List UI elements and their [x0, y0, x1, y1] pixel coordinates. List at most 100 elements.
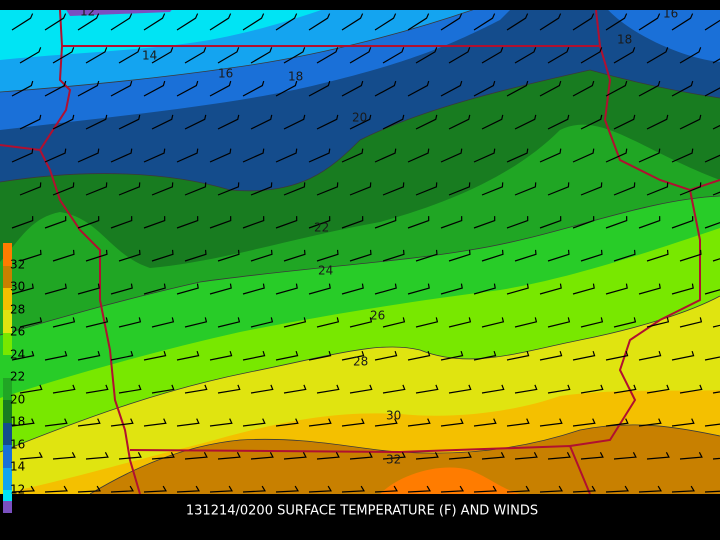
wind-barb	[250, 114, 273, 130]
wind-barb	[275, 485, 299, 493]
wind-barb	[316, 47, 339, 64]
wind-barb	[448, 182, 471, 196]
wind-barb	[308, 283, 331, 295]
wind-barb	[52, 384, 76, 394]
wind-barb	[316, 317, 340, 328]
wind-barb	[613, 452, 637, 460]
wind-barb	[704, 87, 720, 97]
wind-barb	[176, 13, 199, 31]
wind-barb	[308, 418, 332, 427]
wind-barb	[44, 418, 68, 427]
wind-barb	[110, 13, 133, 31]
wind-barb	[143, 418, 167, 427]
legend-swatch	[3, 310, 12, 333]
wind-barb	[118, 249, 141, 262]
wind-barb	[448, 114, 471, 130]
wind-barb	[77, 148, 100, 163]
wind-barb	[514, 114, 537, 130]
wind-barb	[704, 356, 720, 361]
wind-barb	[448, 317, 472, 328]
wind-barb	[118, 317, 142, 328]
wind-barb	[572, 418, 596, 427]
wind-barb	[341, 283, 364, 295]
wind-barb	[539, 80, 562, 97]
wind-barb	[374, 216, 397, 229]
wind-barb	[679, 249, 702, 262]
legend-swatch	[3, 355, 12, 378]
wind-barb	[77, 350, 101, 361]
wind-barb	[671, 148, 694, 163]
wind-barb	[407, 485, 431, 493]
wind-barb	[704, 19, 720, 31]
wind-barb	[506, 283, 529, 295]
wind-barb	[217, 384, 241, 394]
wind-barb	[143, 13, 166, 31]
wind-barb	[143, 350, 167, 361]
wind-barb	[407, 418, 431, 427]
legend-swatch	[3, 333, 12, 355]
wind-barb	[242, 80, 265, 97]
wind-barb	[481, 182, 504, 196]
wind-barb	[184, 317, 208, 328]
wind-barb	[77, 485, 101, 493]
wind-barb	[704, 490, 720, 493]
wind-barb	[151, 384, 175, 394]
wind-barb	[217, 249, 240, 262]
wind-barb	[580, 384, 604, 394]
wind-barb	[440, 350, 464, 361]
wind-barb	[440, 216, 463, 229]
wind-barb	[143, 216, 166, 229]
wind-barb	[44, 13, 67, 31]
wind-barb	[671, 80, 694, 97]
wind-barb	[638, 216, 661, 229]
wind-barb	[415, 384, 439, 394]
wind-barb	[448, 47, 471, 64]
wind-barb	[407, 350, 431, 361]
wind-barb	[349, 384, 373, 394]
wind-barb	[217, 182, 240, 196]
wind-barb	[110, 485, 134, 493]
wind-barb	[613, 249, 636, 262]
wind-barb	[341, 485, 365, 493]
wind-barb	[473, 350, 497, 361]
contour-label: 30	[386, 409, 401, 423]
wind-barb	[316, 384, 340, 394]
wind-barb	[638, 485, 662, 493]
wind-barb	[671, 485, 695, 493]
wind-barb	[679, 317, 703, 328]
wind-barb	[11, 485, 35, 493]
wind-barb	[316, 114, 339, 130]
wind-barb	[349, 249, 372, 262]
contour-label: 16	[218, 67, 233, 81]
band	[380, 467, 520, 494]
wind-barb	[52, 317, 76, 328]
wind-barb	[217, 47, 240, 64]
wind-barb	[77, 216, 100, 229]
wind-barb	[547, 47, 570, 64]
legend-swatch	[3, 501, 12, 513]
wind-barb	[19, 452, 43, 460]
wind-barb	[209, 485, 233, 493]
wind-barb	[440, 13, 463, 31]
wind-barb	[613, 384, 637, 394]
wind-barb	[374, 485, 398, 493]
band	[90, 424, 720, 494]
wind-barb	[308, 350, 332, 361]
legend-label: 28	[10, 303, 25, 317]
wind-barb	[440, 80, 463, 97]
wind-barb	[481, 384, 505, 394]
wind-barb	[151, 452, 175, 460]
wind-barb	[473, 485, 497, 493]
wind-barb	[514, 249, 537, 262]
wind-barb	[613, 114, 636, 130]
wind-barb	[308, 13, 331, 31]
wind-barb	[242, 418, 266, 427]
wind-barb	[85, 384, 109, 394]
wind-barb	[250, 452, 274, 460]
wind-barb	[242, 13, 265, 31]
wind-barb	[242, 485, 266, 493]
wind-barb	[580, 182, 603, 196]
wind-barb	[382, 384, 406, 394]
wind-barb	[349, 452, 373, 460]
contour-label: 12	[80, 5, 95, 19]
